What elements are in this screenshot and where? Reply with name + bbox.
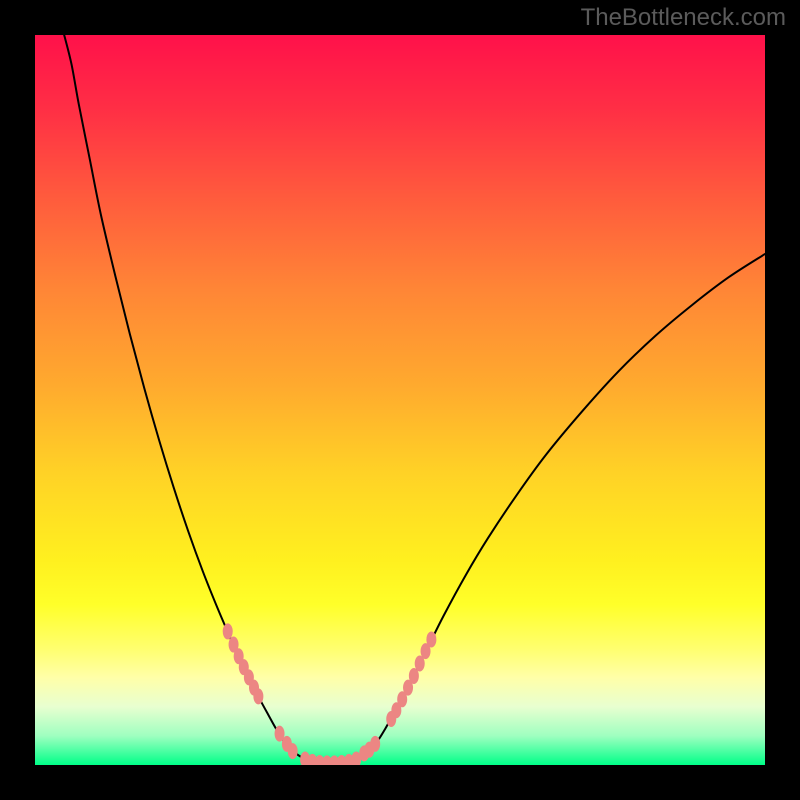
marker-dot xyxy=(370,736,380,752)
watermark-label: TheBottleneck.com xyxy=(581,4,786,32)
plot-area xyxy=(35,35,765,765)
marker-dot xyxy=(223,623,233,639)
plot-background xyxy=(35,35,765,765)
marker-dot xyxy=(426,631,436,647)
chart-svg xyxy=(35,35,765,765)
marker-dot xyxy=(253,688,263,704)
marker-dot xyxy=(288,743,298,759)
